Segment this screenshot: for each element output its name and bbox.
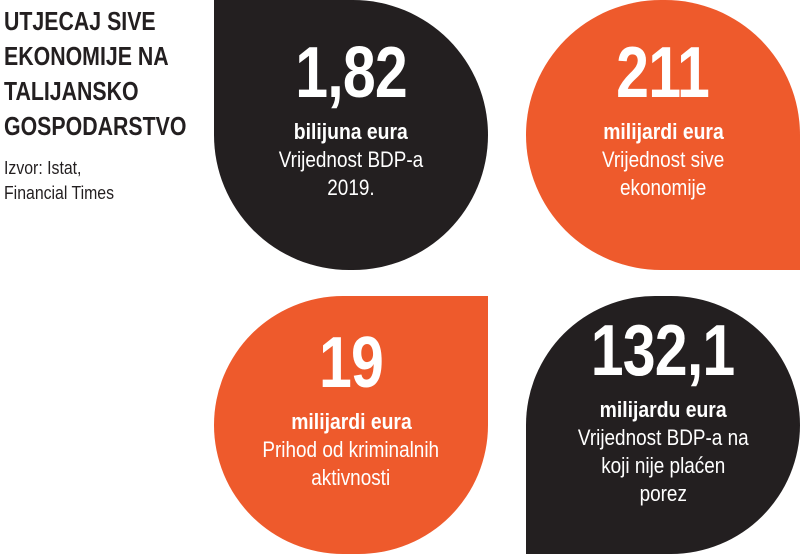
stat-value: 1,82 bbox=[295, 33, 407, 113]
stat-description: Vrijednost BDP-a na koji nije plaćen por… bbox=[578, 424, 749, 508]
stat-description: Vrijednost BDP-a 2019. bbox=[279, 146, 423, 202]
stat-description: Prihod od kriminalnih aktivnosti bbox=[263, 436, 440, 492]
stat-description-line: porez bbox=[639, 481, 687, 506]
title-line: GOSPODARSTVO bbox=[4, 111, 187, 141]
stat-value: 211 bbox=[616, 33, 711, 113]
source-note: Izvor: Istat, Financial Times bbox=[4, 156, 114, 206]
title-line: TALIJANSKO bbox=[4, 76, 139, 106]
stat-card-shadow-economy: 211 milijardi eura Vrijednost sive ekono… bbox=[526, 0, 800, 270]
stat-unit: bilijuna eura bbox=[293, 119, 409, 144]
stat-card-untaxed-gdp: 132,1 milijardu eura Vrijednost BDP-a na… bbox=[526, 296, 800, 554]
stat-description-line: Vrijednost BDP-a bbox=[278, 147, 424, 172]
stat-description: Vrijednost sive ekonomije bbox=[602, 146, 724, 202]
stat-unit: milijardi eura bbox=[290, 409, 412, 434]
stat-description-line: Prihod od kriminalnih bbox=[262, 437, 440, 462]
stat-card-gdp: 1,82 bilijuna eura Vrijednost BDP-a 2019… bbox=[214, 0, 488, 270]
title-line: EKONOMIJE NA bbox=[4, 41, 169, 71]
stat-description-line: ekonomije bbox=[619, 175, 707, 200]
stat-value: 132,1 bbox=[591, 311, 735, 391]
stat-description-line: Vrijednost sive bbox=[601, 147, 725, 172]
source-line: Financial Times bbox=[4, 183, 115, 203]
stat-description-line: aktivnosti bbox=[311, 465, 391, 490]
stat-description-line: Vrijednost BDP-a na bbox=[577, 425, 749, 450]
stat-unit: milijardi eura bbox=[602, 119, 724, 144]
stat-card-criminal-income: 19 milijardi eura Prihod od kriminalnih … bbox=[214, 296, 488, 554]
stat-unit: milijardu eura bbox=[599, 397, 727, 422]
stat-value: 19 bbox=[318, 323, 384, 403]
stat-description-line: koji nije plaćen bbox=[600, 453, 726, 478]
source-line: Izvor: Istat, bbox=[4, 158, 82, 178]
infographic-title: UTJECAJ SIVE EKONOMIJE NA TALIJANSKO GOS… bbox=[4, 4, 187, 144]
stat-description-line: 2019. bbox=[327, 175, 375, 200]
title-line: UTJECAJ SIVE bbox=[4, 6, 156, 36]
